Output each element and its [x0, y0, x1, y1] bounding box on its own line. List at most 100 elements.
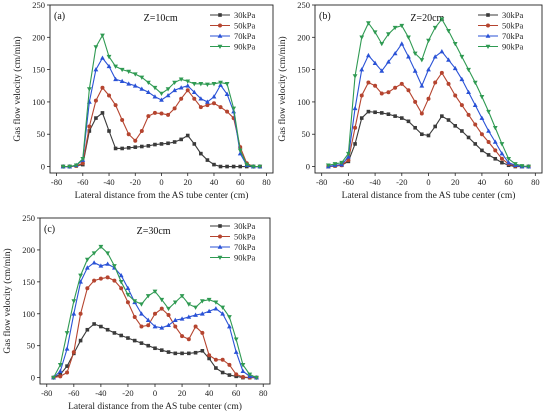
data-point [125, 292, 131, 298]
series-70kPa [325, 41, 532, 169]
data-point [205, 82, 210, 87]
data-point [105, 261, 111, 266]
x-tick-label: 40 [210, 177, 219, 187]
data-point [213, 300, 219, 305]
data-point [152, 289, 158, 294]
legend-label: 90kPa [234, 42, 255, 52]
data-point [191, 82, 197, 87]
data-point [225, 109, 230, 114]
data-point [107, 93, 112, 98]
data-point [133, 138, 138, 143]
x-tick-label: -20 [130, 177, 141, 187]
series-line [53, 323, 257, 379]
data-point [193, 324, 198, 329]
data-point [413, 99, 418, 104]
data-point [440, 114, 444, 118]
legend-label: 30kPa [234, 10, 255, 20]
data-point [132, 338, 137, 343]
data-point [419, 58, 425, 63]
data-point [65, 364, 69, 368]
data-point [78, 279, 83, 284]
data-point [199, 299, 205, 304]
data-point [159, 97, 164, 102]
data-point [426, 133, 431, 138]
data-point [146, 144, 151, 148]
data-point [106, 54, 112, 60]
legend-label: 90kPa [234, 253, 255, 263]
data-point [173, 351, 178, 356]
data-point [126, 336, 130, 340]
x-tick-label: 60 [232, 388, 241, 398]
data-point [205, 103, 210, 108]
legend-label: 50kPa [234, 232, 255, 242]
data-point [207, 356, 211, 361]
data-point [412, 68, 418, 73]
data-point [220, 370, 225, 375]
data-point [100, 85, 105, 90]
x-tick-label: 0 [159, 177, 163, 187]
data-point [473, 122, 478, 127]
data-point [446, 81, 451, 86]
data-point [98, 276, 103, 281]
data-point [419, 111, 424, 116]
legend-marker [218, 13, 222, 17]
data-point [353, 142, 357, 146]
data-point [166, 306, 171, 312]
data-point [453, 124, 458, 128]
series-70kPa [51, 260, 259, 380]
data-point [165, 87, 171, 92]
x-tick-label: -80 [51, 177, 62, 187]
data-point [479, 115, 485, 120]
data-point [84, 257, 90, 262]
data-point [205, 99, 210, 104]
data-point [373, 83, 378, 88]
x-tick-label: 80 [531, 177, 540, 187]
data-point [172, 317, 178, 322]
data-point [254, 375, 259, 381]
data-point [412, 51, 418, 56]
data-point [392, 25, 398, 31]
data-point [493, 156, 498, 161]
data-point [493, 148, 498, 153]
data-point [220, 311, 226, 316]
data-point [233, 349, 239, 354]
data-point [433, 124, 437, 129]
data-point [492, 125, 498, 131]
data-point [180, 334, 185, 339]
data-point [185, 83, 191, 88]
panel-annotation: Z=30cm [137, 226, 171, 237]
data-point [118, 280, 124, 285]
data-point [132, 72, 138, 77]
data-point [60, 164, 66, 170]
data-point [439, 70, 444, 75]
data-point [86, 87, 92, 92]
data-point [92, 278, 97, 283]
y-tick-label: 50 [37, 129, 46, 139]
legend-label: 70kPa [234, 242, 255, 252]
y-tick-label: 0 [306, 162, 310, 172]
data-point [93, 45, 99, 50]
y-tick-label: 250 [22, 213, 35, 223]
data-point [113, 146, 118, 151]
data-point [339, 160, 345, 166]
data-point [399, 116, 404, 120]
x-tick-label: -40 [369, 177, 380, 187]
legend-marker [485, 33, 491, 38]
data-point [91, 260, 97, 265]
data-point [526, 164, 532, 170]
data-point [499, 151, 505, 156]
data-point [153, 346, 157, 351]
data-point [166, 322, 171, 328]
data-point [406, 35, 411, 40]
data-point [94, 116, 98, 120]
data-point [132, 83, 138, 88]
data-point [332, 162, 338, 167]
legend-marker [485, 44, 491, 49]
y-tick-label: 150 [297, 65, 310, 75]
data-point [185, 79, 191, 84]
legend-label: 70kPa [502, 31, 523, 41]
x-axis-label: Lateral distance from the AS tube center… [75, 190, 249, 201]
data-point [98, 244, 104, 250]
data-point [247, 372, 253, 377]
data-point [166, 350, 171, 354]
